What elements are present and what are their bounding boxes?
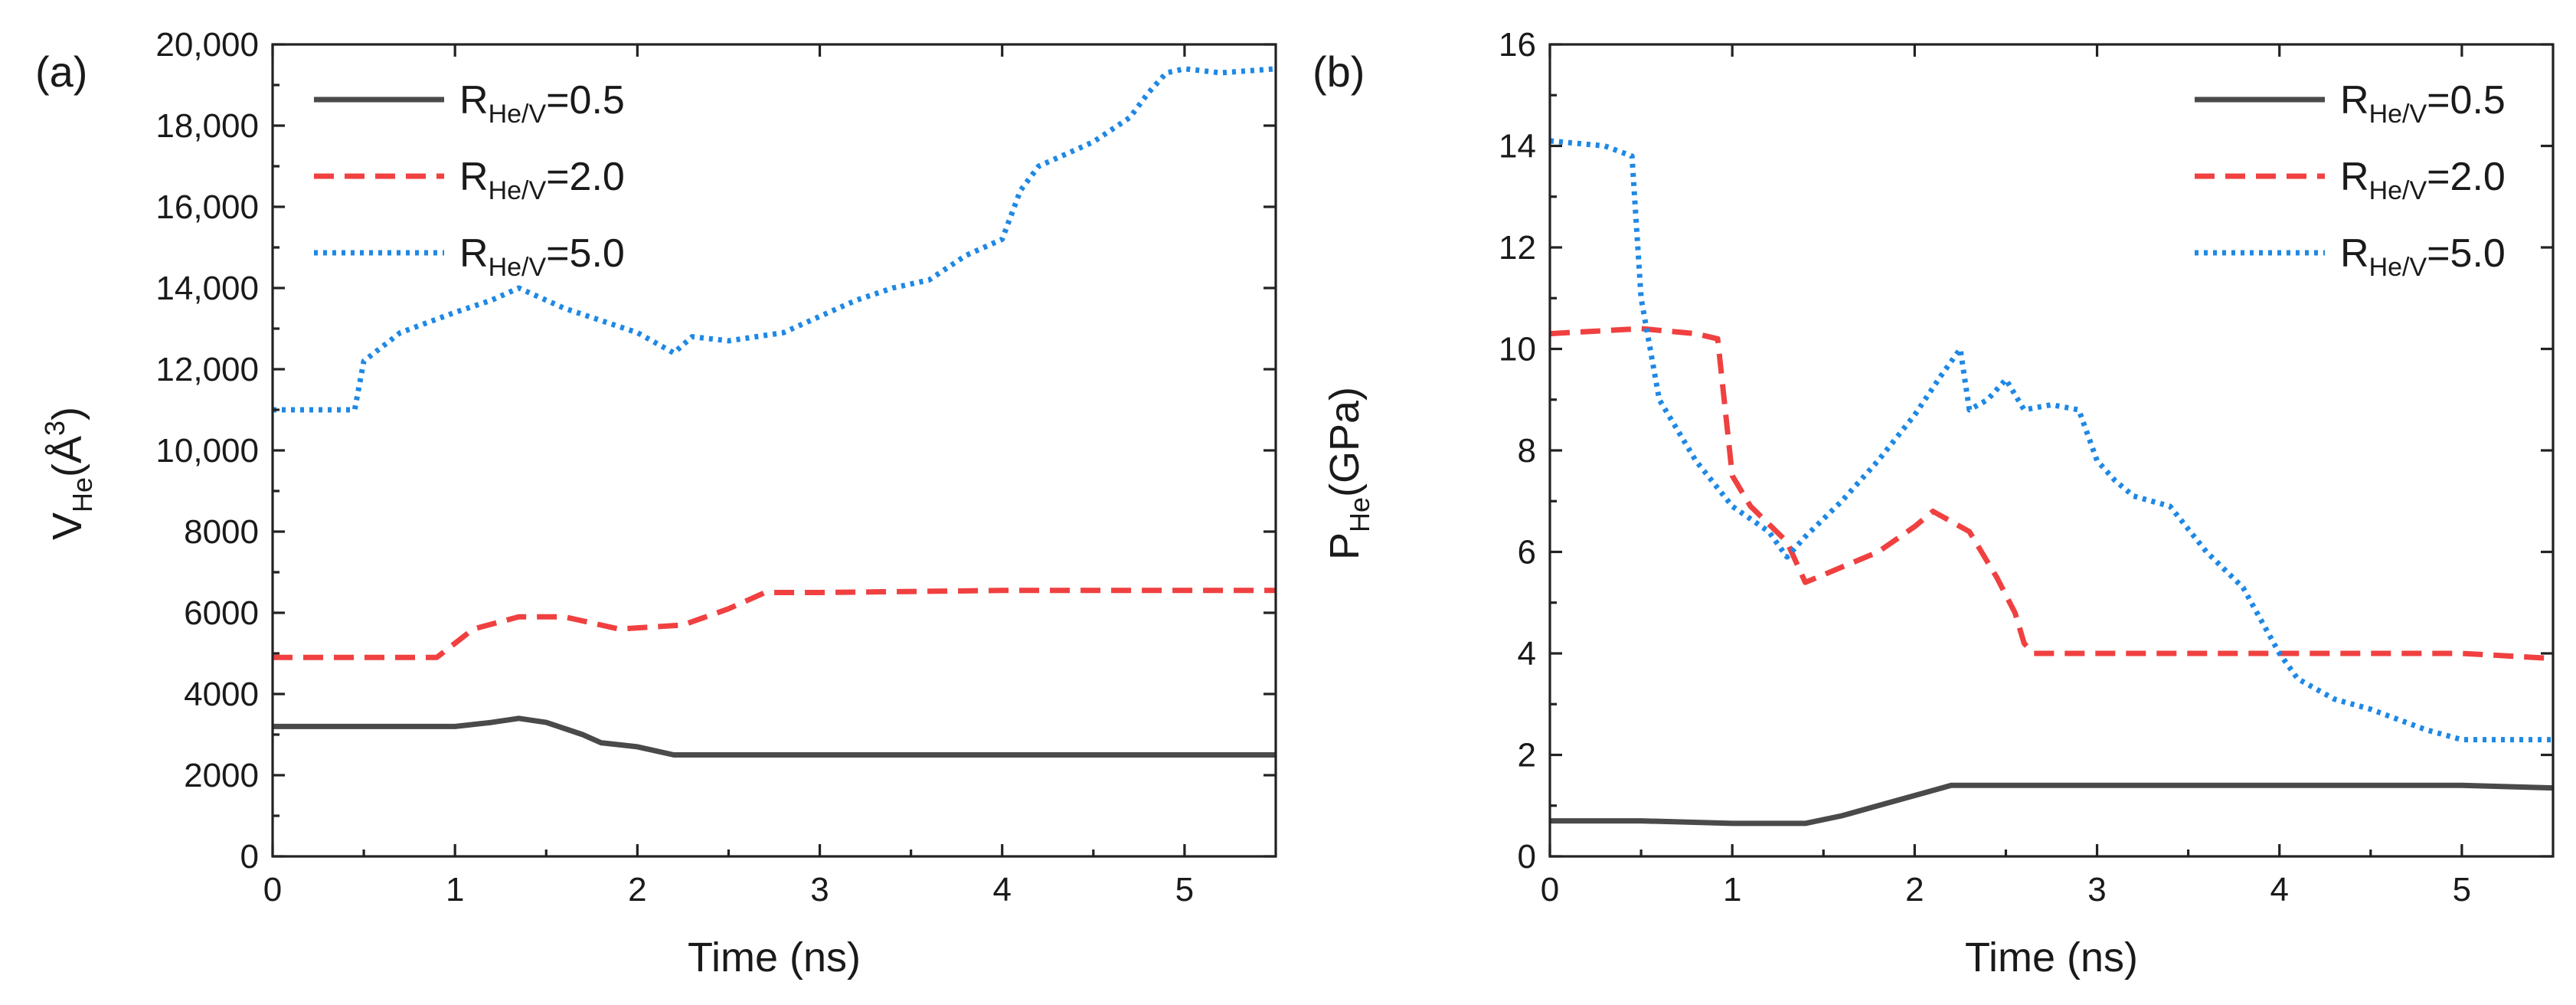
y-tick-label: 8000 — [184, 513, 259, 551]
legend-sub: He/V — [489, 176, 547, 205]
legend-val: =0.5 — [2427, 78, 2506, 123]
y-title-tail: (GPa) — [1322, 387, 1368, 497]
x-axis-title: Time (ns) — [688, 935, 861, 980]
y-title-tail: (Å — [44, 436, 90, 477]
x-tick-label: 3 — [810, 871, 829, 908]
panel-label: (a) — [35, 47, 87, 96]
y-axis-title: PHe(GPa) — [1322, 387, 1375, 560]
legend-label: RHe/V=2.0 — [2340, 155, 2506, 205]
plot-frame — [271, 43, 1277, 858]
y-title-main: V — [44, 512, 90, 540]
series-line-s20 — [1549, 326, 2554, 662]
x-axis-title: Time (ns) — [1965, 935, 2138, 980]
legend-val: =2.0 — [2427, 155, 2506, 199]
x-tick-label: 1 — [1723, 871, 1741, 908]
y-axis-title: VHe(Å3) — [39, 407, 98, 540]
y-tick-label: 14 — [1499, 128, 1536, 165]
y-tick-label: 14,000 — [155, 270, 259, 307]
legend-sub: He/V — [489, 100, 547, 129]
y-title-sup: 3 — [39, 421, 70, 436]
y-tick-label: 0 — [1518, 838, 1536, 876]
x-tick-label: 2 — [628, 871, 646, 908]
x-tick-label: 1 — [446, 871, 464, 908]
legend-r: R — [2340, 155, 2369, 199]
legend-r: R — [459, 231, 489, 276]
legend-val: =5.0 — [2427, 231, 2506, 276]
x-tick-label: 5 — [1175, 871, 1194, 908]
legend-r: R — [459, 155, 489, 199]
y-tick-label: 20,000 — [155, 26, 259, 64]
plot-frame — [1548, 43, 2555, 858]
legend-r: R — [2340, 78, 2369, 123]
chart-panel-a: (a) 0 1 2 3 4 5 0 2000 4000 6000 8000 10,000 12,000 14… — [35, 26, 1277, 980]
legend-label: RHe/V=5.0 — [459, 231, 625, 282]
y-tick-label: 12 — [1499, 229, 1536, 267]
y-tick-label: 4 — [1518, 635, 1536, 673]
legend-val: =5.0 — [546, 231, 625, 276]
x-tick-label: 0 — [263, 871, 282, 908]
y-tick-label: 16,000 — [155, 188, 259, 226]
legend-label: RHe/V=2.0 — [459, 155, 625, 205]
y-tick-label: 6000 — [184, 594, 259, 632]
legend-val: =2.0 — [546, 155, 625, 199]
x-tick-label: 5 — [2453, 871, 2471, 908]
legend-sub: He/V — [489, 253, 547, 282]
y-tick-label: 4000 — [184, 676, 259, 713]
y-tick-label: 10 — [1499, 331, 1536, 368]
x-tick-label: 2 — [1905, 871, 1924, 908]
y-tick-label: 0 — [240, 838, 259, 876]
y-tick-label: 6 — [1518, 534, 1536, 571]
series-line-s50 — [273, 66, 1277, 413]
series-line-s50 — [1549, 138, 2553, 743]
legend-r: R — [459, 78, 489, 123]
legend-val: =0.5 — [546, 78, 625, 123]
legend-sub: He/V — [2369, 253, 2427, 282]
y-tick-label: 10,000 — [155, 432, 259, 470]
legend-sub: He/V — [2369, 176, 2427, 205]
y-title-main: P — [1322, 532, 1368, 560]
legend-label: RHe/V=5.0 — [2340, 231, 2506, 282]
x-tick-label: 3 — [2087, 871, 2106, 908]
x-tick-label: 4 — [992, 871, 1011, 908]
legend-sub: He/V — [2369, 100, 2427, 129]
x-tick-label: 0 — [1541, 871, 1559, 908]
y-tick-label: 12,000 — [155, 351, 259, 388]
y-title-sub: He — [1344, 497, 1375, 532]
y-tick-label: 8 — [1518, 432, 1536, 470]
legend-r: R — [2340, 231, 2369, 276]
series-line-s05 — [1550, 782, 2554, 827]
y-tick-label: 18,000 — [155, 107, 259, 145]
x-tick-label: 4 — [2270, 871, 2288, 908]
y-tick-label: 16 — [1499, 26, 1536, 64]
y-title-sub: He — [67, 477, 98, 512]
series-line-s20 — [273, 588, 1276, 660]
panel-label: (b) — [1313, 47, 1365, 96]
legend-label: RHe/V=0.5 — [2340, 78, 2506, 129]
series-line-s05 — [273, 715, 1276, 758]
legend-label: RHe/V=0.5 — [459, 78, 625, 129]
y-tick-label: 2 — [1518, 737, 1536, 774]
y-tick-label: 2000 — [184, 757, 259, 794]
y-title-close: ) — [44, 407, 90, 421]
